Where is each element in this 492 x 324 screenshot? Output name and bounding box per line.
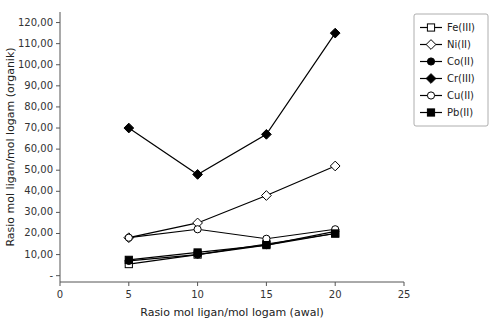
y-tick-label: 110,00 (18, 38, 53, 49)
legend-item: Ni(II) (420, 39, 471, 50)
legend-label: Co(II) (447, 56, 474, 67)
x-tick-label: 10 (191, 289, 204, 300)
series (125, 228, 339, 265)
x-tick (128, 282, 129, 286)
legend-marker (427, 58, 434, 65)
point (125, 234, 132, 241)
legend-label: Ni(II) (447, 39, 471, 50)
legend-item: Pb(II) (420, 107, 473, 118)
legend-frame (414, 14, 488, 126)
y-tick-label: 80,00 (24, 101, 53, 112)
y-tick-label: 100,00 (18, 59, 53, 70)
x-axis-label: Rasio mol ligan/mol logam (awal) (140, 306, 324, 319)
point (262, 191, 272, 201)
series-line (129, 233, 335, 259)
y-tick (56, 106, 60, 107)
y-axis-line (60, 12, 61, 282)
series-line (129, 33, 335, 174)
x-tick-label: 15 (260, 289, 273, 300)
point (124, 123, 134, 133)
legend-item: Cr(III) (420, 73, 475, 84)
x-tick (404, 282, 405, 286)
point (124, 233, 134, 243)
point (262, 129, 272, 139)
plot-area (124, 28, 340, 267)
axes: - 10,00 20,00 30,00 40,00 50,00 60,00 70,00 80,0… (18, 12, 410, 300)
y-tick (56, 254, 60, 255)
series (125, 230, 339, 268)
point (332, 230, 339, 237)
point (330, 161, 340, 171)
y-tick (56, 170, 60, 171)
y-tick (56, 149, 60, 150)
point (125, 256, 132, 263)
point (193, 170, 203, 180)
y-tick-label: 120,00 (18, 17, 53, 28)
series-line (129, 231, 335, 261)
y-tick-label: 40,00 (24, 185, 53, 196)
legend-item: Cu(II) (420, 90, 474, 101)
y-axis-label: Rasio mol ligan/mol logam (organik) (4, 47, 17, 246)
y-tick (56, 233, 60, 234)
y-tick (56, 212, 60, 213)
legend-item: Fe(III) (420, 22, 475, 33)
point (263, 241, 270, 248)
y-tick (56, 43, 60, 44)
series (124, 161, 340, 242)
legend: Fe(III) Ni(II) Co(II) Cr(III) Cu(II) Pb(II) (414, 14, 488, 126)
legend-label: Fe(III) (447, 22, 475, 33)
y-tick-label: 10,00 (24, 249, 53, 260)
legend-marker (427, 92, 434, 99)
point (332, 230, 339, 237)
y-tick (56, 275, 60, 276)
point (194, 249, 201, 256)
series-line (129, 229, 335, 238)
y-tick (56, 64, 60, 65)
x-tick-label: 0 (57, 289, 63, 300)
y-tick-label: 60,00 (24, 143, 53, 154)
legend-label: Cu(II) (447, 90, 474, 101)
x-tick (197, 282, 198, 286)
y-tick-label: 90,00 (24, 80, 53, 91)
x-tick (60, 282, 61, 286)
chart: - 10,00 20,00 30,00 40,00 50,00 60,00 70,00 80,0… (0, 0, 492, 324)
y-tick (56, 85, 60, 86)
x-tick-label: 25 (398, 289, 411, 300)
point (330, 28, 340, 38)
x-tick (266, 282, 267, 286)
x-tick-label: 20 (329, 289, 342, 300)
x-tick-label: 5 (126, 289, 132, 300)
legend-item: Co(II) (420, 56, 474, 67)
y-tick (56, 22, 60, 23)
y-tick-label: 50,00 (24, 164, 53, 175)
legend-marker (427, 24, 434, 31)
x-tick (335, 282, 336, 286)
point (194, 226, 201, 233)
x-axis-line (60, 282, 404, 283)
series (125, 230, 339, 264)
legend-marker (426, 40, 436, 50)
legend-marker (427, 109, 434, 116)
series (125, 226, 339, 243)
legend-label: Cr(III) (447, 73, 475, 84)
y-tick (56, 128, 60, 129)
legend-marker (426, 74, 436, 84)
series (124, 28, 340, 179)
point (263, 241, 270, 248)
y-tick (56, 191, 60, 192)
series-line (129, 166, 335, 238)
y-tick-label: 30,00 (24, 206, 53, 217)
y-tick-label: 20,00 (24, 227, 53, 238)
y-tick-label: 70,00 (24, 122, 53, 133)
y-tick-label: - (49, 270, 53, 281)
legend-label: Pb(II) (447, 107, 473, 118)
